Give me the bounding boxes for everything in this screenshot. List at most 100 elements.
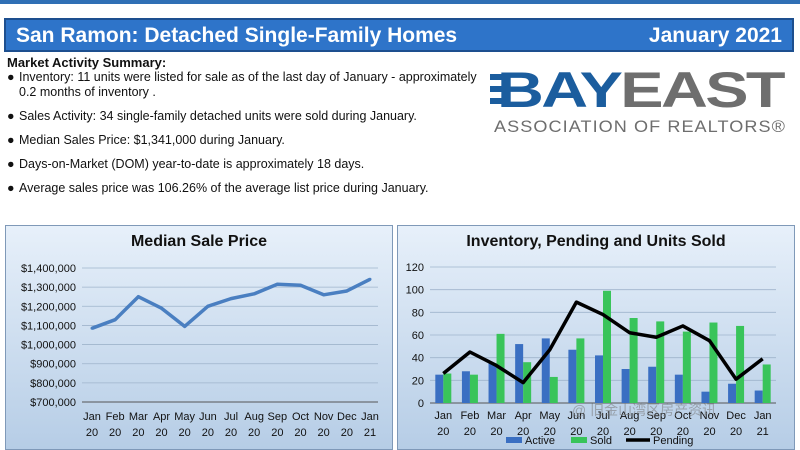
x-tick-label: 20 [517,426,529,438]
summary-item-text: Sales Activity: 34 single-family detache… [19,109,417,123]
sold-bar [762,364,771,403]
active-bar [461,371,470,403]
median-price-point [322,293,326,297]
legend-sold-swatch [571,437,587,443]
legend-pending-label: Pending [653,435,693,447]
active-bar [648,366,657,403]
legend-active-label: Active [525,435,555,447]
x-tick-label: 21 [757,426,769,438]
x-tick-label: 20 [464,426,476,438]
sold-bar [443,373,452,403]
x-tick-label: 20 [132,427,144,439]
summary-item-text: Average sales price was 106.26% of the a… [19,181,429,195]
x-tick-label: Jul [596,410,610,422]
summary-item-avg-price: ● Average sales price was 106.26% of the… [7,181,477,196]
median-price-point [252,292,256,296]
x-tick-label: Apr [153,411,170,423]
active-bar [701,391,710,403]
legend-active-swatch [506,437,522,443]
median-price-point [136,295,140,299]
active-bar [754,390,763,403]
y-tick-label: 80 [412,307,424,319]
y-tick-label: 20 [412,375,424,387]
median-price-point [183,324,187,328]
x-tick-label: Oct [674,410,691,422]
median-price-point [229,297,233,301]
x-tick-label: Mar [129,411,148,423]
x-tick-label: 20 [730,426,742,438]
x-tick-label: 20 [248,427,260,439]
x-tick-label: 20 [179,427,191,439]
header-bar: San Ramon: Detached Single-Family Homes … [4,18,794,52]
sold-bar [469,374,478,403]
y-tick-label: 60 [412,330,424,342]
x-tick-label: Mar [487,410,506,422]
x-tick-label: 20 [650,426,662,438]
x-tick-label: Feb [460,410,479,422]
median-price-point [299,283,302,287]
median-price-point [160,306,163,310]
sold-bar [682,331,691,403]
y-tick-label: $1,400,000 [21,263,76,275]
median-price-point [113,318,117,322]
x-tick-label: Feb [106,411,125,423]
summary-item-inventory: ● Inventory: 11 units were listed for sa… [7,70,477,100]
logo-tagline: ASSOCIATION OF REALTORS® [494,117,786,136]
x-tick-label: 20 [597,426,609,438]
sold-bar [656,321,665,403]
x-tick-label: Jan [361,411,379,423]
y-tick-label: 40 [412,353,424,365]
median-price-point [275,282,279,286]
x-tick-label: 20 [570,426,582,438]
x-tick-label: 20 [677,426,689,438]
x-tick-label: Jun [568,410,586,422]
x-tick-label: 20 [437,426,449,438]
x-tick-label: Jan [434,410,452,422]
summary-item-text: Inventory: 11 units were listed for sale… [19,70,477,99]
x-tick-label: Nov [314,411,334,423]
inventory-chart: 0 20 40 60 80 100 120 Jan 20 Feb 20 Mar 20 Apr 20 May 20… [406,262,776,447]
sold-bar [736,325,745,403]
pending-line [442,300,764,385]
sold-bar [576,338,585,403]
summary-item-median-price: ● Median Sales Price: $1,341,000 during … [7,133,477,148]
sold-bar [629,318,638,403]
y-tick-label: $1,200,000 [21,301,76,313]
active-bar [488,363,497,403]
summary-item-text: Days-on-Market (DOM) year-to-date is app… [19,157,365,171]
bullet-icon: ● [7,157,15,171]
x-tick-label: 20 [86,427,98,439]
watermark: @ 旧金山湾区房产资讯 [572,402,717,418]
x-tick-label: Jan [83,411,101,423]
active-bar [515,344,524,403]
active-bar [674,374,683,403]
x-tick-label: Apr [515,410,532,422]
x-tick-label: 20 [623,426,635,438]
median-price-chart: $700,000 $800,000 $900,000 $1,000,000 $1,100… [21,263,379,439]
x-tick-label: Aug [620,410,640,422]
x-tick-label: Sep [268,411,288,423]
x-tick-label: May [539,410,560,422]
x-tick-label: Sep [646,410,666,422]
summary-title: Market Activity Summary: [7,55,167,70]
y-tick-label: $1,000,000 [21,340,76,352]
active-bar [435,374,444,403]
legend-sold-label: Sold [590,435,612,447]
y-tick-label: 0 [418,398,424,410]
x-tick-label: 20 [544,426,556,438]
y-tick-label: $1,300,000 [21,282,76,294]
x-tick-label: Dec [726,410,746,422]
x-tick-label: Jan [754,410,772,422]
x-tick-label: May [174,411,195,423]
sold-bar [709,322,718,403]
sold-bar [523,362,532,403]
median-price-line [91,277,371,330]
x-tick-label: Oct [292,411,309,423]
bullet-icon: ● [7,109,15,123]
median-price-point [345,289,349,293]
x-tick-label: 20 [318,427,330,439]
x-tick-label: Nov [700,410,720,422]
median-price-point [90,326,94,330]
x-tick-label: 20 [202,427,214,439]
